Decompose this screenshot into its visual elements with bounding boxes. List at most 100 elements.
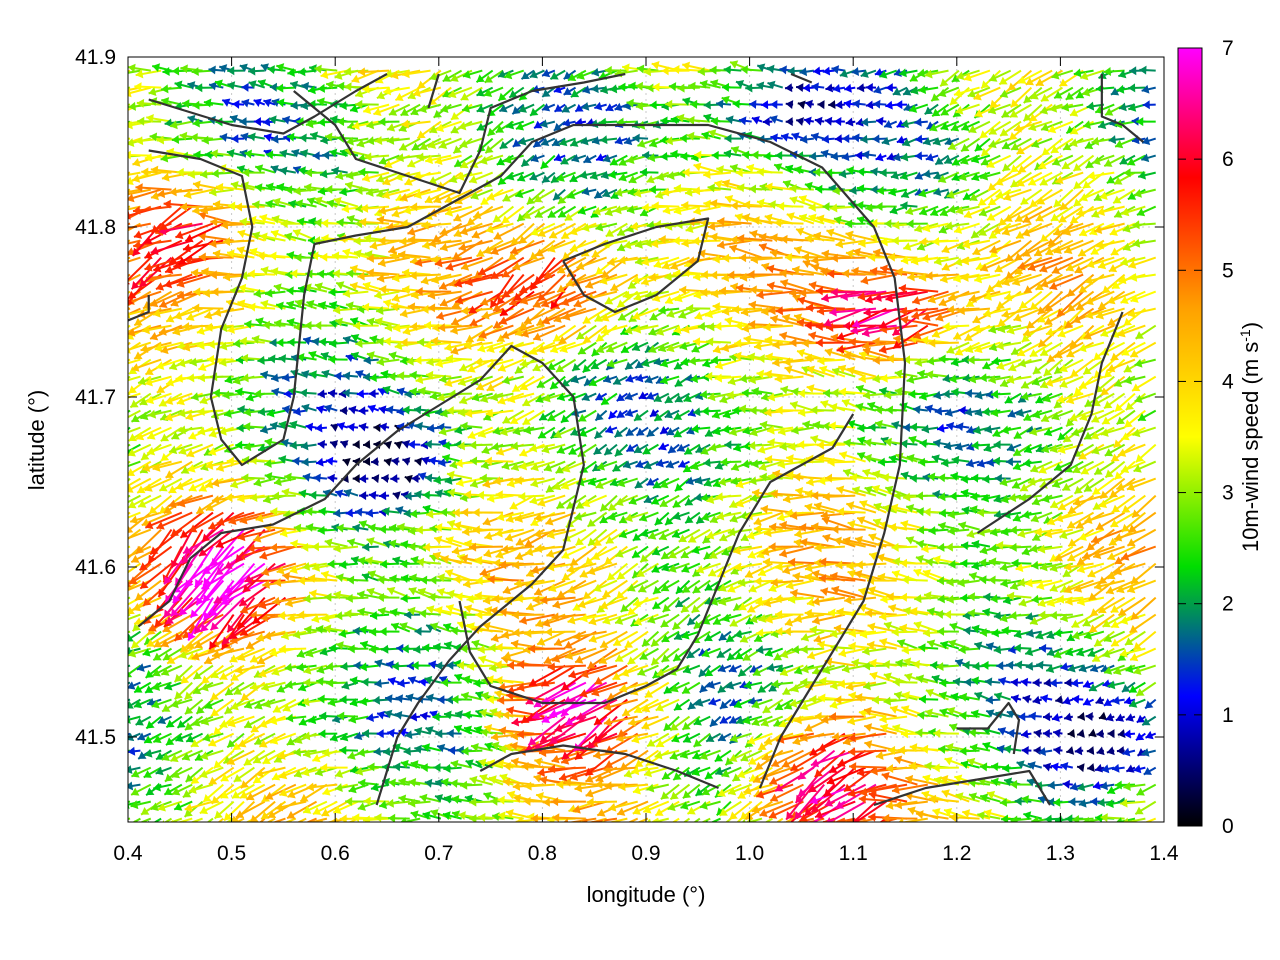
wind-arrow: [755, 783, 794, 799]
wind-arrow: [740, 749, 763, 762]
wind-arrow: [933, 728, 959, 738]
wind-arrow: [234, 817, 245, 822]
wind-arrow: [318, 729, 338, 739]
wind-arrow: [915, 810, 949, 820]
wind-arrow: [646, 783, 670, 793]
colorbar-tick-label: 3: [1222, 482, 1234, 505]
wind-arrow: [143, 766, 162, 779]
wind-arrow: [1122, 747, 1136, 757]
wind-arrow: [848, 732, 887, 743]
wind-arrow: [1087, 763, 1095, 772]
wind-arrow: [161, 749, 183, 761]
wind-arrow: [941, 789, 970, 803]
wind-arrow: [239, 783, 266, 799]
wind-arrow: [897, 745, 928, 755]
wind-arrow: [185, 732, 204, 743]
wind-arrow: [1068, 797, 1084, 807]
wind-arrow: [1145, 730, 1157, 740]
wind-arrow: [157, 715, 172, 725]
wind-arrow: [1003, 744, 1022, 754]
wind-arrow: [334, 783, 359, 793]
wind-arrow: [628, 715, 659, 727]
wind-arrow: [797, 766, 836, 797]
wind-arrow: [305, 817, 317, 822]
wind-arrow: [1096, 729, 1105, 739]
wind-arrow: [262, 749, 286, 765]
x-tick-label: 0.7: [424, 842, 453, 865]
wind-arrow: [1053, 745, 1063, 755]
wind-arrow: [1135, 732, 1146, 742]
wind-arrow: [393, 762, 410, 772]
x-axis-title: longitude (°): [587, 882, 706, 907]
wind-arrow: [727, 783, 753, 796]
wind-arrow: [593, 749, 628, 760]
wind-arrow: [641, 715, 670, 730]
wind-arrow: [1133, 764, 1146, 774]
wind-arrow: [1101, 764, 1115, 774]
wind-arrow: [1033, 728, 1042, 738]
wind-arrow: [810, 749, 856, 768]
wind-arrow: [969, 743, 991, 753]
wind-arrow: [1077, 782, 1094, 792]
wind-arrow: [634, 749, 660, 768]
wind-arrow: [759, 800, 794, 818]
wind-arrow: [1023, 811, 1042, 821]
wind-arrow: [370, 782, 390, 792]
wind-arrow: [729, 732, 752, 743]
wind-arrow: [691, 766, 711, 777]
wind-arrow: [631, 732, 659, 744]
wind-arrow: [357, 800, 380, 811]
wind-arrow: [751, 800, 784, 814]
wind-arrow: [714, 766, 732, 776]
wind-arrow: [669, 783, 691, 801]
wind-arrow: [170, 817, 193, 822]
wind-arrow: [826, 766, 867, 785]
wind-arrow: [285, 713, 307, 723]
wind-arrow: [1001, 814, 1022, 822]
wind-arrow: [361, 729, 379, 738]
wind-arrow: [725, 817, 732, 822]
wind-arrow: [202, 732, 224, 742]
wind-arrow: [442, 811, 462, 821]
wind-arrow: [882, 813, 918, 822]
wind-arrow: [269, 732, 297, 745]
wind-arrow: [233, 766, 255, 783]
wind-arrow: [1107, 729, 1115, 739]
wind-arrow: [460, 780, 483, 790]
wind-arrow: [1100, 781, 1115, 791]
wind-arrow: [632, 783, 659, 795]
wind-arrow: [502, 710, 535, 720]
wind-arrow: [171, 783, 193, 796]
colorbar-tick-label: 6: [1222, 148, 1234, 171]
wind-arrow: [781, 749, 815, 768]
wind-arrow: [155, 749, 173, 761]
wind-arrow: [1134, 800, 1157, 815]
wind-arrow: [844, 817, 877, 822]
wind-arrow: [388, 813, 410, 822]
wind-arrow: [388, 778, 410, 788]
wind-arrow: [190, 732, 214, 748]
wind-arrow: [173, 800, 193, 811]
wind-arrow: [608, 800, 638, 812]
wind-arrow: [864, 723, 897, 735]
wind-arrow: [143, 732, 162, 744]
wind-arrow: [340, 732, 359, 742]
wind-arrow: [478, 812, 504, 822]
wind-arrow: [200, 715, 224, 726]
wind-arrow: [183, 800, 204, 818]
wind-arrow: [661, 766, 680, 781]
wind-arrow: [852, 800, 877, 822]
wind-arrow: [480, 727, 504, 737]
wind-arrow: [1123, 729, 1136, 739]
wind-arrow: [135, 715, 152, 726]
wind-arrow: [386, 798, 410, 808]
wind-arrow: [202, 783, 224, 803]
wind-arrow: [155, 766, 172, 776]
wind-arrow: [955, 792, 980, 803]
wind-arrow: [1120, 798, 1146, 808]
colorbar-tick-label: 7: [1222, 37, 1234, 60]
wind-vectors: [128, 60, 1157, 822]
wind-arrow: [252, 749, 276, 764]
wind-arrow: [592, 715, 628, 744]
